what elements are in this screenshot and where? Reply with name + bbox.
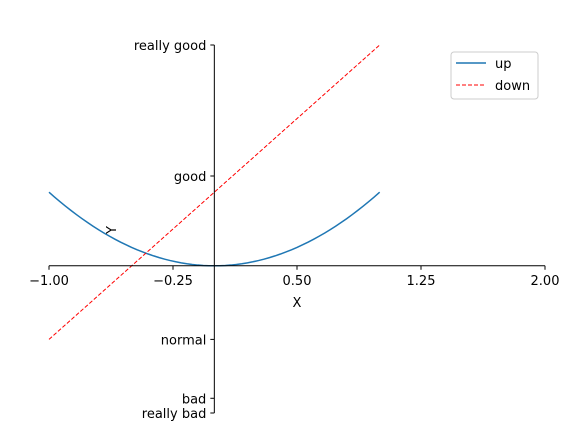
x-tick-label: −1.00 [29, 274, 69, 289]
y-tick-label: really good [134, 39, 206, 54]
legend-label-down: down [495, 79, 530, 94]
y-tick-label: bad [182, 392, 206, 407]
x-tick-label: 2.00 [531, 274, 560, 289]
y-axis-label: Y [105, 226, 120, 235]
x-tick-label: 0.50 [283, 274, 312, 289]
legend-label-up: up [495, 57, 512, 72]
x-tick-label: −0.25 [153, 274, 193, 289]
x-ticks: −1.00 −0.25 0.50 1.25 2.00 [29, 265, 560, 289]
y-tick-label: good [174, 170, 206, 185]
legend: up down [450, 51, 539, 100]
series-line-down [48, 44, 381, 340]
y-tick-label: really bad [142, 407, 207, 422]
legend-items: up down [456, 57, 530, 94]
x-tick-label: 1.25 [407, 274, 436, 289]
y-tick-label: normal [161, 333, 207, 348]
x-axis-label: X [293, 296, 302, 311]
